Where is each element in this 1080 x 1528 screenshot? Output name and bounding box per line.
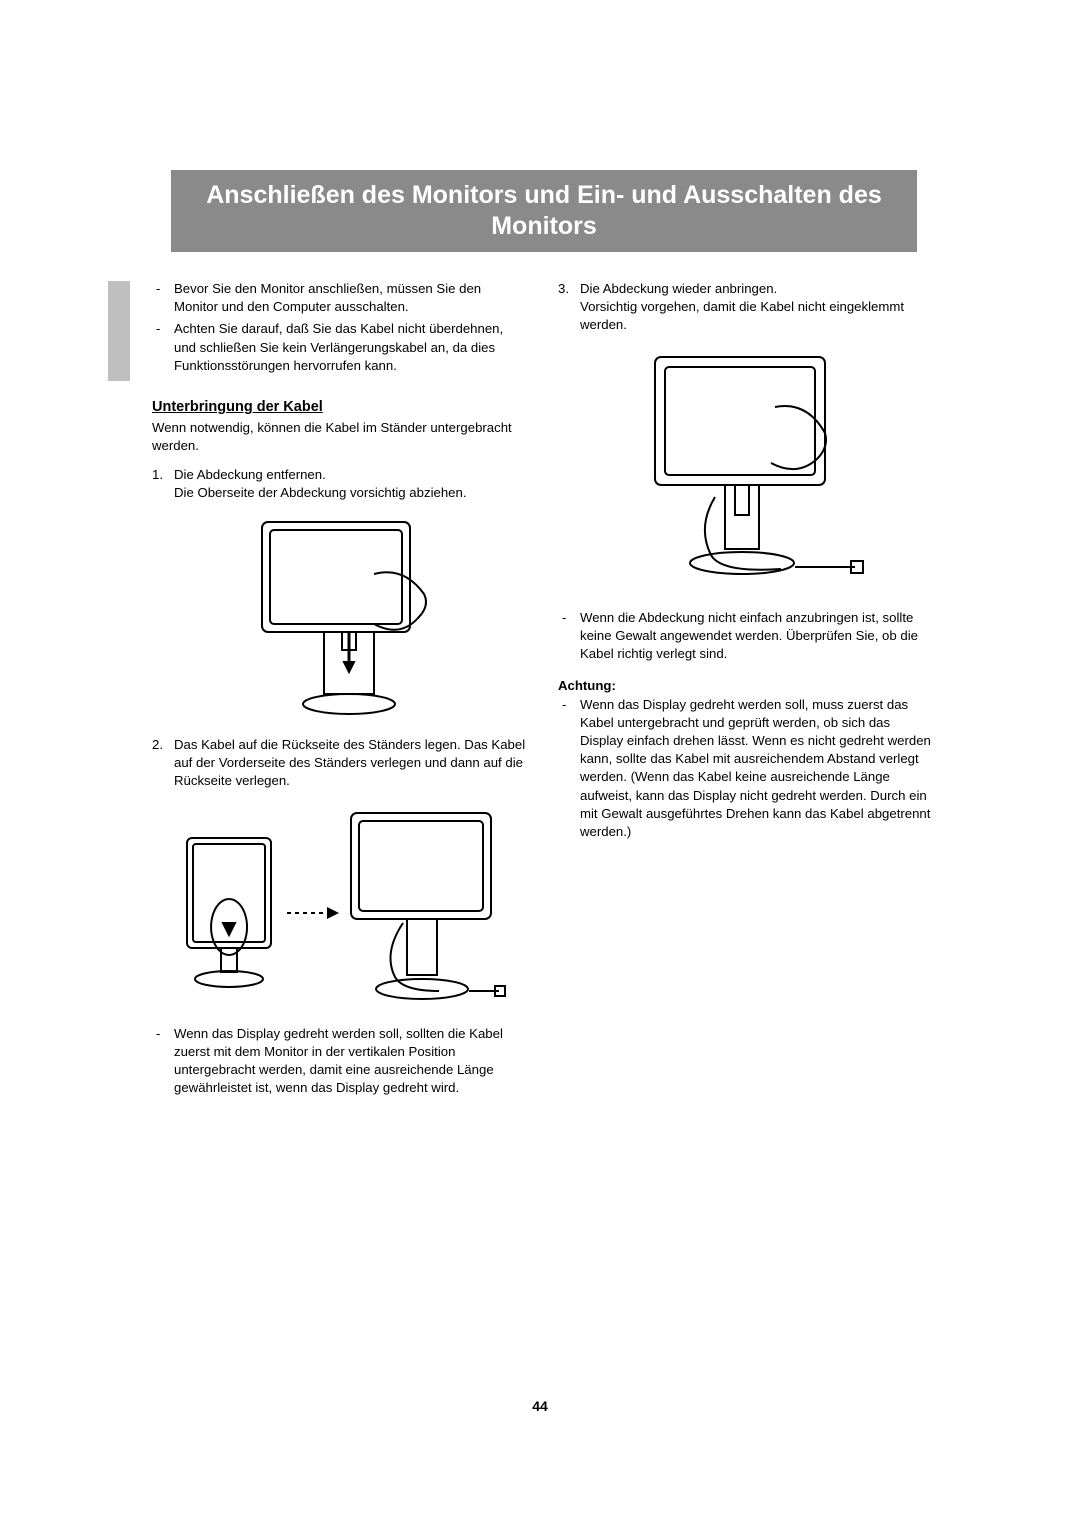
- cover-note: Wenn die Abdeckung nicht einfach anzubri…: [558, 609, 932, 664]
- intro-bullet: Bevor Sie den Monitor anschließen, müsse…: [174, 280, 526, 316]
- intro-bullet: Achten Sie darauf, daß Sie das Kabel nic…: [174, 320, 526, 375]
- step-number: 1.: [152, 466, 174, 502]
- achtung-item: Wenn das Display gedreht werden soll, mu…: [580, 696, 932, 842]
- figure-attach-cover: [615, 347, 875, 597]
- page-title: Anschließen des Monitors und Ein- und Au…: [189, 180, 899, 243]
- step-1: 1. Die Abdeckung entfernen. Die Oberseit…: [152, 466, 526, 502]
- step-text: Die Abdeckung wieder anbringen. Vorsicht…: [580, 280, 932, 335]
- achtung-list: Wenn das Display gedreht werden soll, mu…: [558, 696, 932, 842]
- content-columns: Bevor Sie den Monitor anschließen, müsse…: [152, 280, 932, 1102]
- figure-route-cable: [169, 803, 509, 1013]
- step-text: Die Abdeckung entfernen. Die Oberseite d…: [174, 466, 526, 502]
- step-text: Das Kabel auf die Rückseite des Ständers…: [174, 736, 526, 791]
- page-number: 44: [0, 1398, 1080, 1414]
- intro-bullets: Bevor Sie den Monitor anschließen, müsse…: [152, 280, 526, 375]
- step-number: 2.: [152, 736, 174, 791]
- cover-note-item: Wenn die Abdeckung nicht einfach anzubri…: [580, 609, 932, 664]
- section-intro: Wenn notwendig, können die Kabel im Stän…: [152, 419, 526, 455]
- page-title-bar: Anschließen des Monitors und Ein- und Au…: [171, 170, 917, 252]
- rotate-note: Wenn das Display gedreht werden soll, so…: [152, 1025, 526, 1098]
- achtung-heading: Achtung:: [558, 677, 932, 695]
- step-number: 3.: [558, 280, 580, 335]
- step-3: 3. Die Abdeckung wieder anbringen. Vorsi…: [558, 280, 932, 335]
- step-2: 2. Das Kabel auf die Rückseite des Ständ…: [152, 736, 526, 791]
- section-heading: Unterbringung der Kabel: [152, 397, 526, 417]
- manual-page: Anschließen des Monitors und Ein- und Au…: [0, 0, 1080, 1528]
- right-column: 3. Die Abdeckung wieder anbringen. Vorsi…: [558, 280, 932, 1102]
- figure-remove-cover: [224, 514, 454, 724]
- side-tab: [108, 281, 130, 381]
- rotate-note-item: Wenn das Display gedreht werden soll, so…: [174, 1025, 526, 1098]
- left-column: Bevor Sie den Monitor anschließen, müsse…: [152, 280, 526, 1102]
